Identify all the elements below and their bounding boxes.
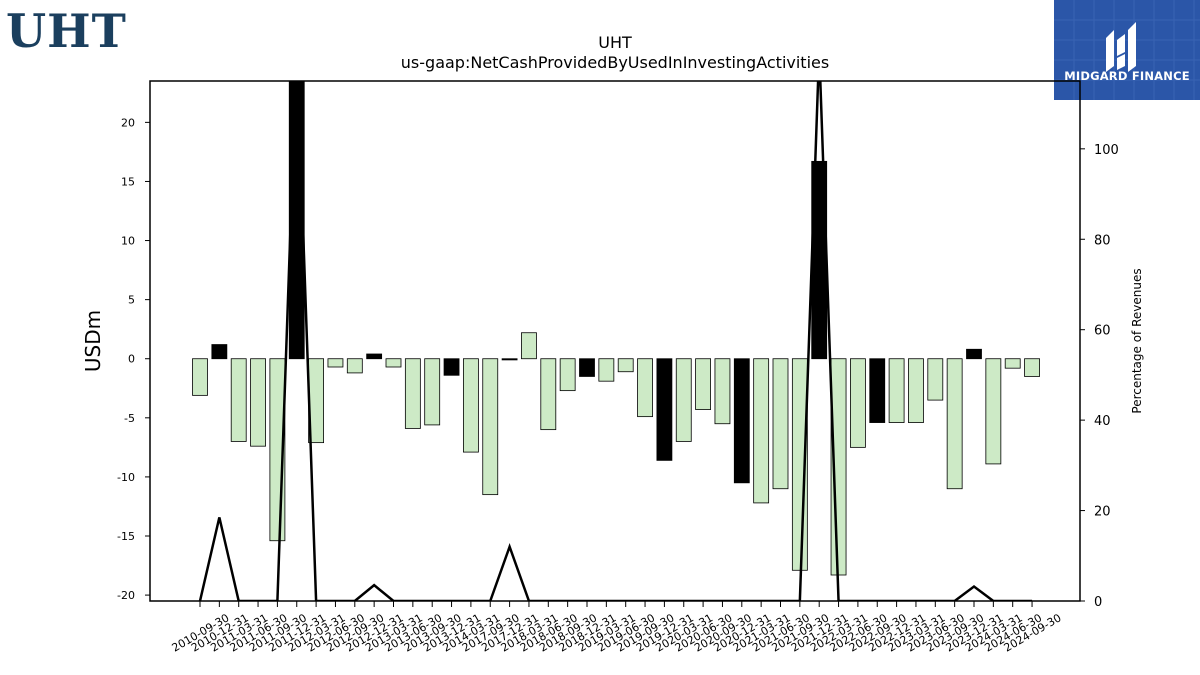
- bar-2018-09-30: [559, 358, 576, 392]
- bar-2019-06-30: [617, 358, 634, 373]
- bar-2012-12-31: [366, 353, 383, 360]
- bar-2019-03-31: [598, 358, 615, 382]
- y-tick-label-15: 15: [121, 175, 135, 188]
- revenue-pct-polyline: [198, 81, 1033, 601]
- bar-2010-12-31: [211, 344, 228, 360]
- bar-2023-03-31: [908, 358, 924, 423]
- y2-tick-label-60: 60: [1094, 324, 1111, 339]
- bar-2024-09-30: [1024, 358, 1040, 377]
- midgard-emblem-icon: [1106, 22, 1136, 72]
- bar-2023-09-30: [946, 358, 963, 490]
- y-tick-label--15: -15: [117, 530, 135, 543]
- bar-2010-09-30: [192, 358, 208, 396]
- bar-2011-06-30: [250, 358, 266, 447]
- bar-2018-06-30: [540, 358, 557, 431]
- y-tick-label--10: -10: [117, 471, 135, 484]
- bar-2022-06-30: [850, 358, 866, 448]
- y2-tick-label-100: 100: [1094, 143, 1119, 158]
- bar-2012-06-30: [327, 358, 344, 368]
- bar-2013-09-30: [424, 358, 441, 426]
- uht-logo: UHT: [6, 4, 127, 58]
- bar-2018-12-31: [579, 358, 595, 377]
- y-tick-label-10: 10: [121, 235, 135, 248]
- y-tick-label--20: -20: [117, 589, 135, 602]
- bar-2022-12-31: [888, 358, 905, 423]
- bar-2022-09-30: [869, 358, 886, 423]
- bar-2021-06-30: [772, 358, 789, 490]
- bar-2017-12-31: [501, 358, 518, 361]
- bar-2020-03-31: [675, 358, 692, 442]
- bar-2020-09-30: [714, 358, 731, 425]
- midgard-finance-wordmark: MIDGARD FINANCE: [1064, 69, 1190, 83]
- y2-axis-label: Percentage of Revenues: [1130, 268, 1144, 413]
- chart-subtitle: us-gaap:NetCashProvidedByUsedInInvesting…: [401, 53, 829, 72]
- bar-2013-03-31: [385, 358, 402, 368]
- bar-2021-03-31: [753, 358, 770, 504]
- bar-2019-12-31: [656, 358, 673, 461]
- y-tick-label-0: 0: [128, 353, 135, 366]
- bar-2014-03-31: [462, 358, 479, 453]
- y2-tick-label-0: 0: [1094, 595, 1102, 610]
- bar-2023-12-31: [966, 348, 982, 360]
- bar-2017-09-30: [482, 358, 499, 496]
- logo-grid-pattern: [1054, 0, 1200, 100]
- y2-tick-label-40: 40: [1094, 414, 1111, 429]
- bar-2013-12-31: [443, 358, 460, 376]
- bar-2019-09-30: [637, 358, 653, 418]
- y-tick-label--5: -5: [124, 412, 135, 425]
- bar-2012-09-30: [346, 358, 363, 374]
- y-axis-label: USDm: [81, 310, 105, 372]
- chart-title: UHT: [598, 33, 632, 52]
- revenue-pct-line: [198, 81, 1033, 601]
- bar-2013-06-30: [404, 358, 421, 429]
- bar-2018-03-31: [521, 332, 537, 360]
- y-tick-label-20: 20: [121, 116, 135, 129]
- y2-tick-label-20: 20: [1094, 505, 1111, 520]
- bar-2023-06-30: [927, 358, 944, 401]
- bar-2020-06-30: [695, 358, 711, 410]
- bar-2011-03-31: [230, 358, 247, 442]
- bar-2020-12-31: [733, 358, 750, 484]
- bar-2024-06-30: [1004, 358, 1021, 369]
- y-tick-label-5: 5: [128, 294, 135, 307]
- bar-2024-03-31: [985, 358, 1002, 465]
- axes: -20-15-10-5051015200204060801002010-09-3…: [117, 80, 1119, 655]
- midgard-finance-logo: MIDGARD FINANCE: [1054, 0, 1200, 100]
- bars: [192, 81, 1040, 576]
- plot-frame: [149, 80, 1081, 602]
- y2-tick-label-80: 80: [1094, 233, 1111, 248]
